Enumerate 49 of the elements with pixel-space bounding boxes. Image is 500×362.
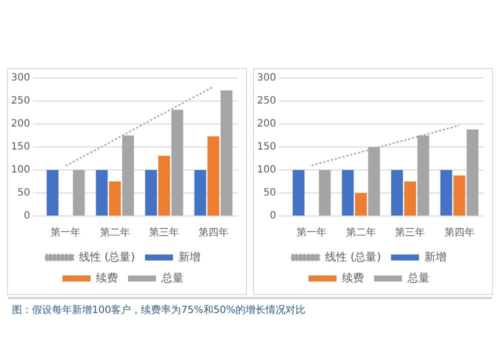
bar xyxy=(466,130,478,216)
legend-label: 新增 xyxy=(424,250,447,264)
x-tick-label: 第二年 xyxy=(100,226,130,239)
y-tick-label: 0 xyxy=(24,210,30,222)
x-tick-label: 第三年 xyxy=(395,226,426,239)
legend-label: 总量 xyxy=(160,271,184,284)
y-tick-label: 50 xyxy=(17,188,30,199)
y-tick-label: 200 xyxy=(256,118,276,130)
x-tick-label: 第三年 xyxy=(149,226,180,239)
bar xyxy=(194,170,206,216)
bar xyxy=(72,170,85,216)
bar xyxy=(318,170,331,216)
bar xyxy=(96,170,108,216)
legend-label: 续费 xyxy=(342,271,364,284)
bar xyxy=(292,170,304,216)
legend-label: 续费 xyxy=(96,271,118,284)
y-tick-label: 100 xyxy=(256,164,276,176)
bar xyxy=(391,170,403,216)
y-tick-label: 200 xyxy=(10,118,30,130)
bar xyxy=(207,136,220,216)
bar xyxy=(145,170,157,216)
y-tick-label: 300 xyxy=(10,72,30,84)
bar xyxy=(342,170,354,216)
y-tick-label: 250 xyxy=(10,96,30,107)
bar xyxy=(355,193,367,216)
y-tick-label: 250 xyxy=(256,96,276,107)
y-tick-label: 150 xyxy=(10,142,30,153)
y-tick-label: 0 xyxy=(270,210,276,222)
bar xyxy=(158,156,170,216)
legend-label: 新增 xyxy=(178,250,201,264)
bar xyxy=(109,182,121,216)
legend-label: 线性 (总量) xyxy=(324,250,382,264)
legend-label: 线性 (总量) xyxy=(78,250,136,264)
bar xyxy=(46,170,58,216)
y-tick-label: 50 xyxy=(263,188,276,199)
x-tick-label: 第二年 xyxy=(346,226,376,239)
bar xyxy=(220,90,232,216)
bar xyxy=(404,182,416,216)
legend-label: 总量 xyxy=(406,271,430,284)
x-tick-label: 第一年 xyxy=(296,226,327,239)
bar xyxy=(453,176,466,216)
bar xyxy=(440,170,452,216)
x-tick-label: 第四年 xyxy=(444,226,474,239)
text: 图：假设每年新增100客户，续费率为75%和50%的增长情况对比 xyxy=(12,304,307,317)
y-tick-label: 300 xyxy=(256,72,276,84)
x-tick-label: 第四年 xyxy=(198,226,228,239)
x-tick-label: 第一年 xyxy=(50,226,81,239)
y-tick-label: 150 xyxy=(256,142,276,153)
y-tick-label: 100 xyxy=(10,164,30,176)
